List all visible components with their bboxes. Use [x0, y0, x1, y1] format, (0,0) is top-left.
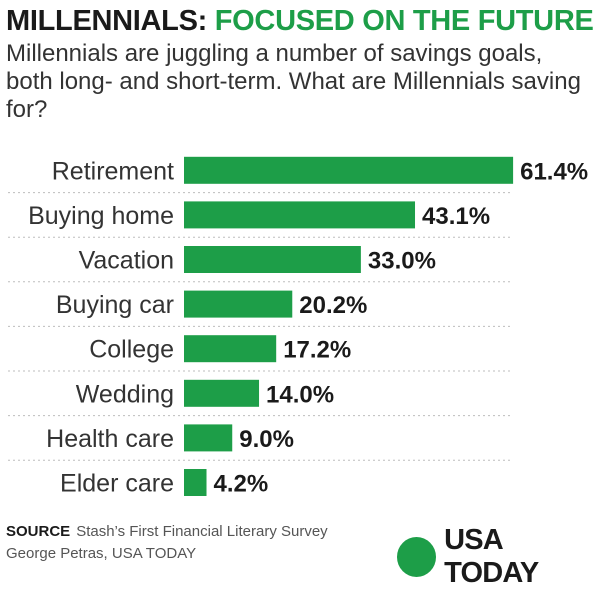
- chart-title: MILLENNIALS: FOCUSED ON THE FUTURE: [6, 4, 594, 38]
- title-part-1: MILLENNIALS:: [6, 5, 215, 37]
- bar-row: Retirement 61.4%: [8, 156, 588, 194]
- bar: [184, 201, 416, 229]
- value-label: 14.0%: [266, 381, 334, 408]
- bar: [184, 335, 277, 363]
- bar-row: Wedding 14.0%: [8, 379, 510, 417]
- value-label: 33.0%: [368, 248, 436, 275]
- source-note: SOURCE Stash’s First Financial Literary S…: [6, 521, 328, 565]
- chart-subtitle: Millennials are juggling a number of sav…: [6, 40, 581, 123]
- value-label: 4.2%: [214, 471, 269, 498]
- value-label: 61.4%: [520, 158, 588, 185]
- value-label: 17.2%: [283, 337, 351, 364]
- bar-row: Elder care 4.2%: [60, 469, 268, 498]
- bar: [184, 246, 361, 273]
- category-label: Vacation: [79, 247, 174, 275]
- bar: [184, 469, 207, 496]
- category-label: Elder care: [60, 470, 174, 498]
- value-label: 43.1%: [422, 203, 490, 230]
- value-label: 9.0%: [239, 426, 294, 453]
- bar: [184, 424, 233, 452]
- logo-text: USA TODAY: [444, 524, 539, 589]
- category-label: College: [89, 336, 174, 364]
- source-label: SOURCE: [6, 523, 71, 540]
- title-part-2: FOCUSED ON THE FUTURE: [214, 5, 594, 37]
- category-label: Health care: [46, 425, 174, 453]
- bar-row: Buying car 20.2%: [8, 290, 510, 327]
- source-text: Stash’s First Financial Literary Survey: [76, 523, 328, 540]
- category-label: Wedding: [76, 380, 174, 408]
- usa-today-logo: USA TODAY: [397, 524, 600, 590]
- bar: [184, 156, 514, 184]
- bar-row: Health care 9.0%: [8, 424, 510, 461]
- credit-text: George Petras, USA TODAY: [6, 545, 197, 562]
- category-label: Buying home: [28, 202, 174, 230]
- bar-chart: Retirement 61.4% Buying home 43.1% Vacation 3…: [8, 156, 588, 498]
- bar: [184, 379, 260, 407]
- category-label: Retirement: [52, 157, 174, 185]
- logo-dot-icon: [397, 537, 437, 577]
- bar: [184, 290, 293, 318]
- bar-row: Vacation 33.0%: [8, 246, 510, 283]
- category-label: Buying car: [56, 291, 174, 319]
- bar-row: Buying home 43.1%: [8, 201, 510, 238]
- value-label: 20.2%: [299, 292, 367, 319]
- bar-row: College 17.2%: [8, 335, 510, 372]
